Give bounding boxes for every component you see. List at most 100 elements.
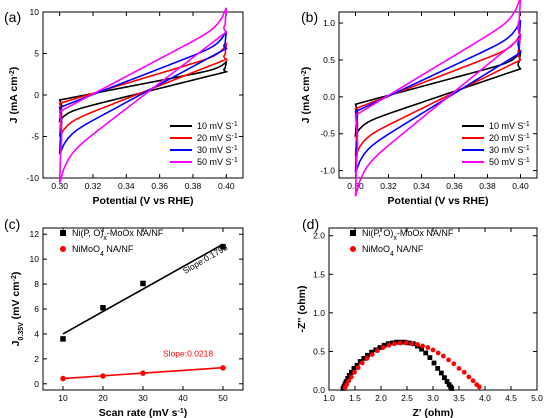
- x-tick-label: 0.34: [413, 181, 430, 191]
- legend-label: 30 mV S-1: [197, 145, 238, 156]
- legend-label: 50 mV S-1: [197, 157, 238, 168]
- data-point: [476, 384, 482, 390]
- data-point: [352, 369, 357, 375]
- y-tick-label: 0.5: [313, 346, 325, 356]
- data-point: [369, 352, 375, 357]
- x-tick-label: 0.36: [446, 181, 463, 191]
- x-tick-label: 50: [218, 393, 228, 403]
- x-tick-label: 10: [58, 393, 68, 403]
- slope-annotation: Slope:0.1798: [181, 242, 230, 276]
- cv-curve: [354, 33, 522, 157]
- data-point: [442, 375, 447, 381]
- data-point: [361, 355, 367, 361]
- panel-d: 1.0 1.5 2.0 2.5 3.0 3.5 4.0 4.5 5.0 0.0 0.5 1.0 1.5 2…: [296, 216, 543, 418]
- data-point: [420, 343, 425, 349]
- y-tick-label: 5: [34, 49, 39, 59]
- panel-b: 0.30 0.32 0.34 0.36 0.38 0.40-1.0-0.50.00.51.…: [300, 0, 538, 207]
- data-point: [359, 360, 365, 366]
- x-tick-label: 3.5: [453, 393, 465, 403]
- data-point: [60, 246, 66, 252]
- data-point: [60, 336, 66, 342]
- data-point: [355, 365, 361, 371]
- y-tick-label: 8: [34, 279, 39, 289]
- x-tick-label: 3.0: [427, 393, 439, 403]
- y-tick-label: 4: [34, 329, 39, 339]
- data-point: [441, 353, 446, 359]
- y-axis-label: J (mA cm-2): [300, 67, 312, 124]
- y-tick-label: 0.5: [323, 55, 335, 65]
- data-point: [374, 348, 380, 354]
- legend-label: NiMoO4 NA/NF: [72, 244, 134, 258]
- legend-label: Ni(P, O)x-MoOx NA/NF: [72, 228, 164, 242]
- y-axis-label: -Z'' (ohm): [296, 286, 308, 333]
- x-tick-label: 0.32: [380, 181, 397, 191]
- data-point: [346, 378, 352, 384]
- x-axis-label: Z' (ohm): [413, 407, 454, 418]
- data-point: [381, 342, 387, 348]
- data-point: [449, 386, 455, 391]
- data-point: [435, 366, 441, 371]
- data-point: [348, 369, 354, 375]
- data-point: [461, 369, 467, 375]
- y-tick-label: 1.5: [313, 269, 325, 279]
- data-point: [377, 345, 383, 350]
- y-tick-label: 6: [34, 304, 39, 314]
- data-point: [444, 379, 450, 384]
- data-point: [60, 230, 66, 236]
- data-point: [220, 365, 226, 371]
- y-tick-label: 1.0: [323, 18, 335, 28]
- plot-frame: [328, 227, 538, 391]
- y-tick-label: -5: [31, 132, 39, 142]
- data-point: [456, 366, 462, 371]
- data-point: [100, 305, 106, 311]
- data-point: [351, 366, 357, 371]
- x-tick-label: 1.0: [323, 393, 335, 403]
- data-point: [409, 341, 415, 347]
- y-tick-label: 12: [30, 229, 40, 239]
- y-tick-label: 0: [34, 90, 39, 100]
- legend-label: 20 mV S-1: [489, 133, 530, 144]
- plot-frame: [338, 11, 538, 179]
- x-tick-label: 0.34: [118, 181, 135, 191]
- data-point: [423, 350, 429, 356]
- data-point: [431, 360, 437, 366]
- cv-curve: [58, 7, 228, 183]
- data-point: [380, 345, 386, 350]
- panel-label: (c): [4, 216, 20, 232]
- cv-curve: [58, 41, 228, 138]
- x-tick-label: 0.38: [185, 181, 202, 191]
- x-tick-label: 2.5: [401, 393, 413, 403]
- x-tick-label: 0.40: [218, 181, 235, 191]
- y-tick-label: 0.0: [323, 92, 335, 102]
- x-tick-label: 20: [98, 393, 108, 403]
- data-point: [357, 359, 363, 364]
- data-point: [470, 378, 476, 384]
- legend-label: NiMoO4 NA/NF: [362, 244, 424, 258]
- data-point: [446, 357, 451, 363]
- y-axis-label: J0.35V (mV cm-2): [10, 272, 25, 347]
- y-tick-label: -0.5: [320, 129, 335, 139]
- legend-label: 10 mV S-1: [489, 121, 530, 132]
- data-point: [346, 372, 352, 378]
- y-tick-label: 2.0: [313, 231, 325, 241]
- panel-a: 0.30 0.32 0.34 0.36 0.38 0.40 -10 -5 0 5 10 (a) 10 m…: [4, 7, 244, 207]
- y-tick-label: -1.0: [320, 166, 335, 176]
- cv-curve: [354, 0, 522, 197]
- fit-line: [62, 243, 224, 335]
- data-point: [348, 374, 354, 380]
- x-tick-label: 0.36: [151, 181, 168, 191]
- data-point: [350, 246, 356, 252]
- y-axis-label: J (mA cm-2): [8, 67, 20, 124]
- panel-label: (a): [4, 9, 21, 25]
- data-point: [60, 375, 66, 382]
- cv-curve: [354, 49, 522, 138]
- y-tick-label: 0: [34, 379, 39, 389]
- legend-label: 10 mV S-1: [197, 121, 238, 132]
- data-point: [425, 345, 431, 350]
- x-tick-label: 0.40: [512, 181, 529, 191]
- data-point: [403, 340, 409, 346]
- cv-curve: [58, 30, 228, 155]
- x-tick-label: 2.0: [375, 393, 387, 403]
- legend-label: Ni(P, O)x-MoOx NA/NF: [362, 228, 454, 242]
